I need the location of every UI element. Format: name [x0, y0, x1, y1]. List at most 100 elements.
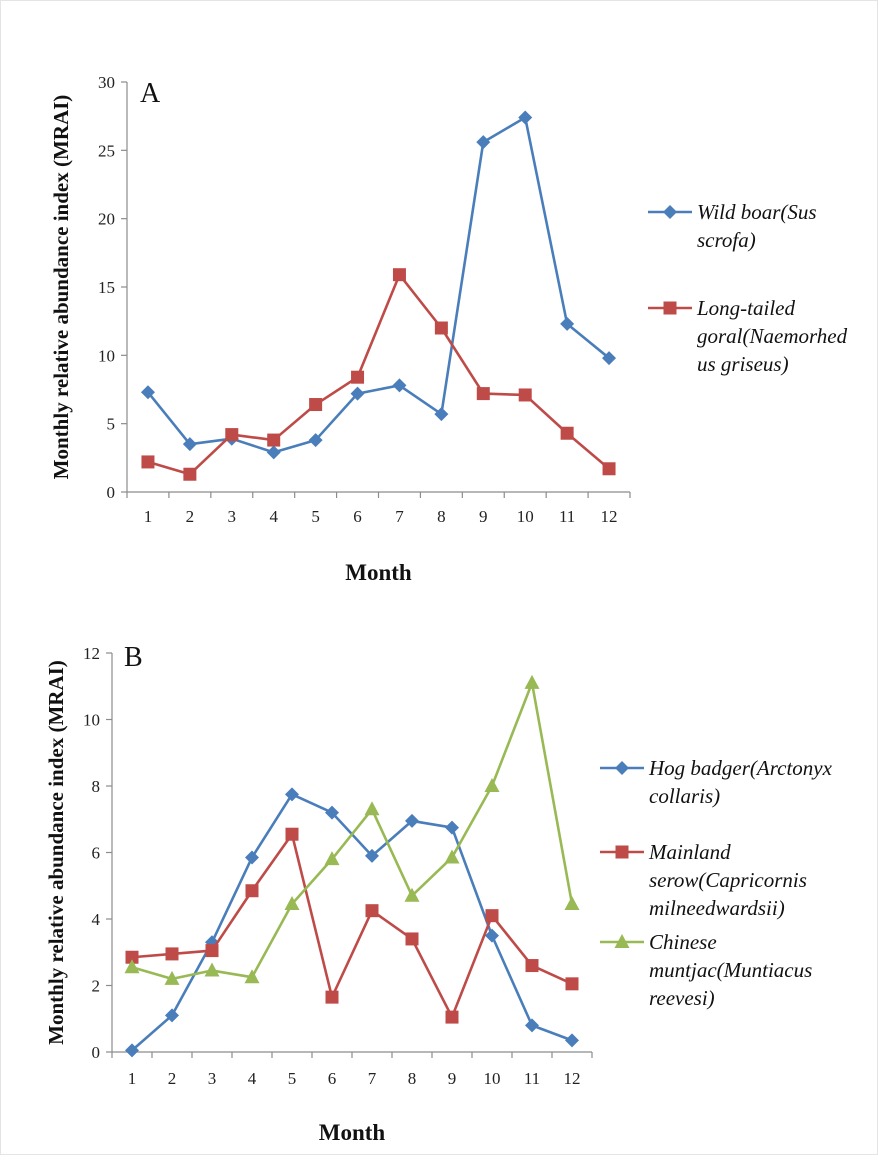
data-point	[445, 1010, 459, 1024]
data-point	[124, 959, 140, 974]
data-point	[518, 110, 533, 125]
data-point	[564, 896, 580, 911]
y-tick-label: 10	[98, 346, 115, 365]
data-point	[485, 928, 499, 943]
data-point	[308, 433, 323, 448]
data-point	[525, 959, 539, 973]
x-axis-title: Month	[319, 1120, 386, 1145]
data-point	[392, 378, 407, 393]
y-tick-label: 5	[107, 415, 116, 434]
data-point	[405, 932, 419, 946]
legend-label: collaris)	[649, 784, 720, 808]
x-tick-label: 7	[395, 507, 404, 526]
data-point	[165, 947, 179, 961]
legend-marker	[663, 205, 677, 219]
data-point	[364, 801, 380, 816]
x-tick-label: 5	[311, 507, 320, 526]
legend-label: us griseus)	[697, 352, 789, 376]
x-tick-label: 8	[408, 1069, 417, 1088]
legend-label: reevesi)	[649, 986, 715, 1010]
data-point	[266, 445, 281, 460]
series-line	[131, 832, 573, 1019]
data-point	[434, 321, 448, 335]
legend-label: serow(Capricornis	[649, 868, 807, 892]
y-tick-label: 6	[92, 844, 101, 863]
series-1	[125, 787, 579, 1058]
panel-label: B	[124, 642, 143, 673]
data-point	[365, 904, 379, 918]
data-point	[140, 385, 155, 400]
y-tick-label: 25	[98, 141, 115, 160]
legend-entry-3: Chinese muntjac(Muntiacus reevesi)	[600, 930, 812, 1010]
data-point	[141, 455, 155, 469]
x-tick-label: 5	[288, 1069, 297, 1088]
data-point	[445, 820, 459, 835]
data-point	[309, 398, 323, 412]
data-point	[245, 884, 259, 898]
data-point	[565, 977, 579, 991]
y-axis-title: Monthly relative abundance index (MRAI)	[49, 95, 73, 480]
x-tick-label: 2	[168, 1069, 177, 1088]
legend-label: goral(Naemorhed	[697, 324, 848, 348]
data-point	[267, 433, 281, 447]
x-tick-label: 9	[479, 507, 488, 526]
legend-marker	[663, 301, 677, 315]
data-point	[444, 849, 460, 864]
y-tick-label: 15	[98, 278, 115, 297]
y-tick-label: 0	[92, 1043, 101, 1062]
data-point	[560, 426, 574, 440]
legend-label: muntjac(Muntiacus	[649, 958, 812, 982]
x-tick-label: 4	[269, 507, 278, 526]
data-point	[325, 805, 339, 820]
data-point	[434, 407, 449, 422]
data-point	[204, 962, 220, 977]
x-axis-title: Month	[345, 560, 412, 585]
x-tick-label: 1	[144, 507, 153, 526]
y-tick-label: 2	[92, 977, 101, 996]
data-point	[244, 969, 260, 984]
data-point	[560, 316, 575, 331]
data-point	[164, 970, 180, 985]
data-point	[245, 850, 259, 865]
legend-marker	[615, 845, 629, 859]
data-point	[602, 351, 617, 366]
data-point	[324, 851, 340, 866]
data-point	[183, 467, 197, 481]
legend-entry-2: Mainland serow(Capricornis milneedwardsii)	[600, 840, 807, 920]
legend-label: scrofa)	[697, 228, 756, 252]
legend-marker	[614, 934, 630, 948]
y-tick-label: 30	[98, 73, 115, 92]
x-tick-label: 12	[564, 1069, 581, 1088]
data-point	[125, 1043, 139, 1058]
data-point	[285, 827, 299, 841]
data-point	[365, 848, 379, 863]
legend-entry-1: Hog badger(Arctonyx collaris)	[600, 756, 833, 808]
series-line	[146, 116, 610, 454]
series-2	[125, 827, 579, 1024]
x-tick-label: 11	[524, 1069, 540, 1088]
x-tick-label: 10	[484, 1069, 501, 1088]
x-tick-label: 10	[517, 507, 534, 526]
data-point	[225, 428, 239, 442]
series-3	[124, 674, 580, 985]
data-point	[518, 388, 532, 402]
y-tick-label: 10	[83, 711, 100, 730]
data-point	[484, 778, 500, 792]
data-point	[602, 462, 616, 476]
legend-label: Hog badger(Arctonyx	[648, 756, 833, 780]
legend-label: milneedwardsii)	[649, 896, 785, 920]
series-1	[140, 110, 617, 460]
data-point	[524, 674, 540, 689]
y-tick-label: 8	[92, 777, 101, 796]
legend-marker	[615, 761, 629, 775]
x-tick-label: 3	[208, 1069, 217, 1088]
x-tick-label: 1	[128, 1069, 137, 1088]
data-point	[476, 387, 490, 401]
data-point	[350, 386, 365, 401]
x-tick-label: 12	[601, 507, 618, 526]
series-2	[141, 268, 616, 481]
x-tick-label: 8	[437, 507, 446, 526]
